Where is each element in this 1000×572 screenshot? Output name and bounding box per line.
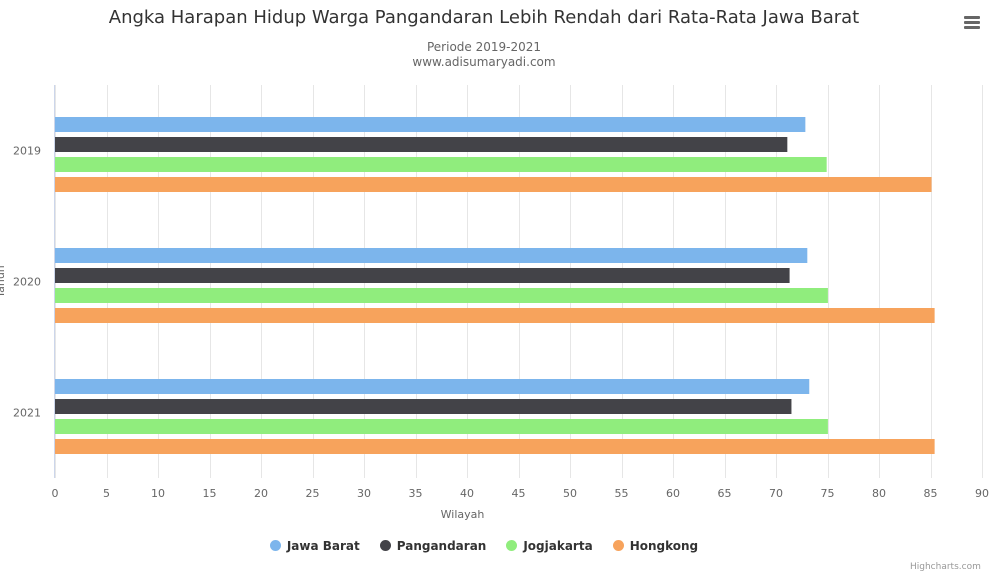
bar[interactable] — [55, 419, 828, 434]
y-tick-label: 2021 — [13, 407, 41, 420]
x-tick-label: 25 — [306, 487, 320, 500]
legend-item[interactable]: Jawa Barat — [269, 539, 360, 553]
y-tick-label: 2020 — [13, 276, 41, 289]
x-tick-label: 55 — [615, 487, 629, 500]
legend-marker-icon — [269, 540, 281, 551]
x-tick-label: 65 — [718, 487, 732, 500]
x-tick-label: 85 — [924, 487, 938, 500]
bar[interactable] — [55, 268, 790, 283]
legend-item[interactable]: Pangandaran — [379, 539, 487, 553]
x-tick-label: 35 — [409, 487, 423, 500]
chart-title: Angka Harapan Hidup Warga Pangandaran Le… — [108, 7, 860, 28]
y-tick-label: 2019 — [13, 145, 41, 158]
x-tick-label: 80 — [872, 487, 886, 500]
x-axis-title: Wilayah — [441, 508, 485, 521]
bar[interactable] — [55, 117, 806, 132]
legend-item[interactable]: Hongkong — [612, 539, 699, 553]
bar[interactable] — [55, 248, 808, 263]
credits-link[interactable]: Highcharts.com — [910, 562, 981, 572]
bar[interactable] — [55, 379, 810, 394]
y-axis-title: Tahun — [0, 265, 7, 299]
x-tick-label: 75 — [821, 487, 835, 500]
x-tick-label: 60 — [666, 487, 680, 500]
chart-subtitle: Periode 2019-2021 — [426, 40, 542, 54]
legend-label: Pangandaran — [396, 539, 487, 553]
x-tick-label: 70 — [769, 487, 783, 500]
legend-marker-icon — [379, 540, 391, 551]
x-tick-label: 10 — [151, 487, 165, 500]
x-tick-label: 45 — [512, 487, 526, 500]
bar[interactable] — [55, 399, 792, 414]
x-tick-label: 40 — [460, 487, 474, 500]
bar[interactable] — [55, 177, 932, 192]
x-tick-label: 0 — [52, 487, 59, 500]
x-tick-label: 20 — [254, 487, 268, 500]
legend-label: Jogjakarta — [523, 539, 593, 553]
bar[interactable] — [55, 308, 935, 323]
x-tick-label: 15 — [203, 487, 217, 500]
legend-marker-icon — [506, 540, 518, 551]
x-tick-label: 30 — [357, 487, 371, 500]
legend-label: Jawa Barat — [286, 539, 360, 553]
hamburger-menu-icon[interactable] — [962, 14, 982, 32]
x-tick-label: 50 — [563, 487, 577, 500]
legend-item[interactable]: Jogjakarta — [506, 539, 593, 553]
x-tick-label: 90 — [975, 487, 989, 500]
legend-label: Hongkong — [629, 539, 699, 553]
legend-marker-icon — [612, 540, 624, 551]
bar[interactable] — [55, 288, 828, 303]
bar[interactable] — [55, 439, 935, 454]
bar[interactable] — [55, 137, 788, 152]
x-tick-label: 5 — [103, 487, 110, 500]
legend: Jawa Barat Pangandaran Jogjakarta Hongkong — [0, 539, 968, 553]
chart-subtitle-url: www.adisumaryadi.com — [412, 55, 556, 69]
bar[interactable] — [55, 157, 827, 172]
